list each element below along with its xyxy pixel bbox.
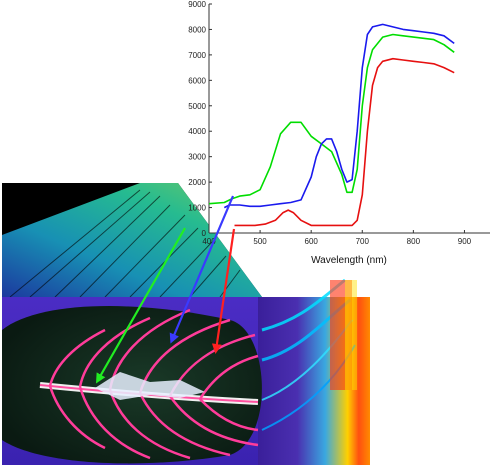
y-tick-label: 9000 bbox=[188, 0, 206, 9]
green-arrow bbox=[96, 227, 186, 384]
y-tick-label: 4000 bbox=[188, 127, 206, 136]
leaf-light-patches bbox=[95, 372, 205, 400]
x-axis-label: Wavelength (nm) bbox=[311, 255, 387, 266]
blue-spectrum-line bbox=[223, 23, 455, 209]
y-tick-label: 7000 bbox=[188, 51, 206, 60]
chart-tick-labels: 0 1000 2000 3000 4000 5000 6000 7000 8000 9000 400… bbox=[188, 0, 471, 246]
blue-arrow bbox=[169, 195, 235, 344]
y-tick-label: 3000 bbox=[188, 153, 206, 162]
red-arrow bbox=[211, 228, 236, 354]
x-tick-label: 900 bbox=[458, 237, 472, 246]
y-tick-label: 6000 bbox=[188, 76, 206, 85]
cube-top-streaks bbox=[9, 189, 241, 298]
cube-side-bands bbox=[261, 278, 357, 431]
x-tick-label: 800 bbox=[407, 237, 421, 246]
x-tick-label: 400 bbox=[202, 237, 216, 246]
red-spectrum-line bbox=[234, 57, 455, 227]
x-tick-label: 500 bbox=[253, 237, 267, 246]
chart-plot-area bbox=[209, 4, 490, 233]
leaf-image bbox=[2, 306, 262, 464]
chart-axes bbox=[208, 3, 490, 234]
green-spectrum-line bbox=[208, 33, 455, 205]
y-tick-label: 1000 bbox=[188, 204, 206, 213]
y-tick-label: 2000 bbox=[188, 178, 206, 187]
y-tick-label: 8000 bbox=[188, 25, 206, 34]
hyperspectral-cube bbox=[2, 183, 370, 465]
x-tick-label: 600 bbox=[305, 237, 319, 246]
y-tick-label: 0 bbox=[202, 229, 207, 238]
x-tick-label: 700 bbox=[356, 237, 370, 246]
y-tick-label: 5000 bbox=[188, 102, 206, 111]
link-arrows bbox=[96, 195, 236, 384]
spectrum-chart: 0 1000 2000 3000 4000 5000 6000 7000 8000 9000 400… bbox=[188, 0, 490, 266]
chart-series bbox=[208, 23, 455, 227]
